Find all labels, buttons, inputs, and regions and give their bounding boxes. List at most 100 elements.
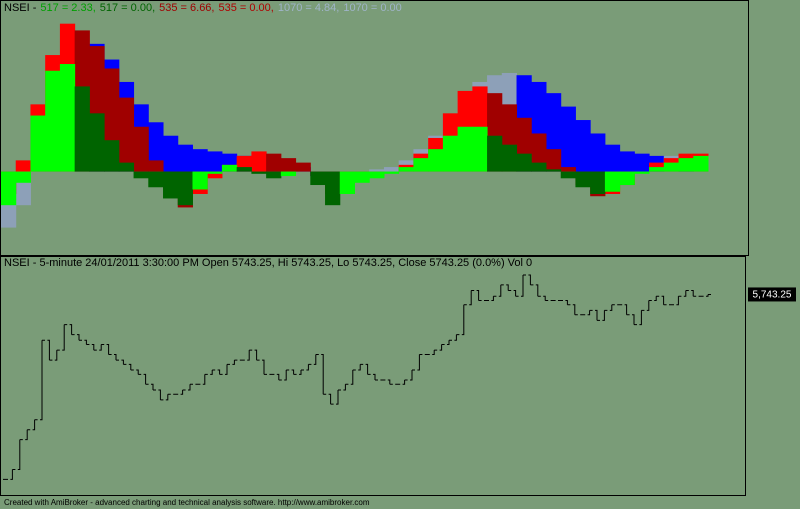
price-bar bbox=[639, 309, 645, 326]
price-bar bbox=[454, 334, 460, 341]
price-bar bbox=[25, 429, 31, 441]
header-item: 535 = 0.00, bbox=[218, 2, 273, 14]
oscillator-bar bbox=[560, 167, 576, 172]
price-bar bbox=[276, 373, 282, 381]
price-bar bbox=[299, 369, 304, 375]
price-bar bbox=[225, 363, 230, 375]
oscillator-bar bbox=[118, 97, 135, 172]
price-bar bbox=[291, 369, 297, 375]
price-bar bbox=[232, 359, 238, 365]
price-bar bbox=[417, 353, 423, 371]
price-bar bbox=[654, 295, 660, 301]
price-bar bbox=[373, 373, 378, 381]
oscillator-bar bbox=[649, 167, 665, 172]
price-bar bbox=[513, 290, 519, 297]
oscillator-bar bbox=[398, 167, 414, 172]
header-item: 517 = 0.00, bbox=[100, 2, 155, 14]
price-bar bbox=[158, 389, 164, 401]
price-bar bbox=[632, 314, 637, 326]
oscillator-bar bbox=[590, 133, 606, 172]
oscillator-bar bbox=[30, 115, 46, 172]
oscillator-bar bbox=[383, 167, 400, 172]
price-bar bbox=[469, 290, 475, 306]
price-bar bbox=[387, 379, 393, 385]
price-bar bbox=[543, 295, 549, 301]
oscillator-bar bbox=[148, 122, 164, 172]
oscillator-bar bbox=[192, 149, 208, 172]
last-value-label: 5,743.25 bbox=[753, 290, 792, 301]
price-bar bbox=[410, 369, 415, 381]
oscillator-bar bbox=[442, 135, 459, 172]
price-bar bbox=[84, 339, 90, 346]
oscillator-bar bbox=[604, 171, 621, 192]
oscillator-bar bbox=[133, 171, 149, 179]
oscillator-bar bbox=[560, 171, 576, 179]
oscillator-bar bbox=[325, 171, 341, 206]
price-bar bbox=[217, 369, 223, 375]
price-bar bbox=[262, 359, 267, 375]
oscillator-bar bbox=[663, 162, 680, 172]
oscillator-bar bbox=[310, 171, 326, 186]
price-bar bbox=[180, 389, 186, 395]
oscillator-bar bbox=[560, 106, 576, 172]
header-item: 1070 = 4.84, bbox=[278, 2, 339, 14]
oscillator-bar bbox=[104, 140, 120, 172]
oscillator-bar bbox=[339, 171, 355, 194]
price-bar bbox=[32, 419, 38, 431]
price-bar bbox=[646, 299, 652, 311]
oscillator-bar bbox=[413, 158, 429, 172]
price-bar bbox=[254, 349, 260, 361]
price-bar bbox=[535, 284, 541, 297]
oscillator-bar bbox=[678, 158, 694, 172]
oscillator-bar bbox=[236, 167, 252, 172]
oscillator-bar bbox=[163, 171, 179, 199]
oscillator-pane bbox=[1, 23, 709, 228]
price-bar bbox=[498, 284, 504, 297]
price-bar bbox=[106, 344, 112, 355]
oscillator-bar bbox=[590, 171, 606, 194]
price-bar bbox=[521, 274, 526, 297]
oscillator-bar bbox=[575, 171, 591, 188]
price-bar bbox=[62, 324, 68, 351]
price-bar bbox=[284, 369, 290, 381]
oscillator-bar bbox=[472, 126, 488, 172]
oscillator-bar bbox=[251, 171, 267, 174]
header-item: NSEI - bbox=[4, 2, 37, 14]
price-bar bbox=[432, 349, 438, 355]
oscillator-bar bbox=[634, 153, 650, 172]
oscillator-bar bbox=[148, 171, 164, 188]
oscillator-bar bbox=[531, 162, 547, 172]
oscillator-bar bbox=[118, 162, 135, 172]
price-bar bbox=[609, 304, 615, 311]
price-bar bbox=[47, 339, 53, 361]
oscillator-bar bbox=[177, 171, 193, 206]
oscillator-bar bbox=[1, 171, 17, 206]
pane-border bbox=[0, 0, 749, 256]
price-bar bbox=[402, 379, 408, 385]
price-bar bbox=[210, 369, 216, 375]
price-bar bbox=[358, 363, 364, 371]
price-bar bbox=[91, 344, 97, 351]
price-bar bbox=[624, 304, 630, 316]
price-bar bbox=[506, 284, 512, 292]
price-bar bbox=[77, 334, 82, 341]
price-bar bbox=[676, 295, 682, 306]
oscillator-header: NSEI -517 = 2.33, 517 = 0.00, 535 = 6.66, 5… bbox=[4, 2, 402, 14]
oscillator-bar bbox=[531, 133, 547, 172]
oscillator-bar bbox=[266, 153, 282, 172]
oscillator-bar bbox=[163, 135, 179, 172]
price-bar bbox=[17, 439, 23, 470]
oscillator-bar bbox=[428, 149, 444, 172]
oscillator-bar bbox=[693, 155, 709, 172]
price-bar bbox=[136, 369, 142, 375]
oscillator-bar bbox=[207, 171, 223, 179]
price-bar bbox=[343, 383, 349, 391]
price-bar bbox=[151, 383, 156, 391]
oscillator-bar bbox=[280, 171, 297, 177]
oscillator-bar bbox=[89, 113, 105, 172]
footer: Created with AmiBroker - advanced charti… bbox=[4, 498, 370, 507]
price-bar bbox=[99, 344, 105, 351]
price-bar bbox=[247, 349, 253, 361]
